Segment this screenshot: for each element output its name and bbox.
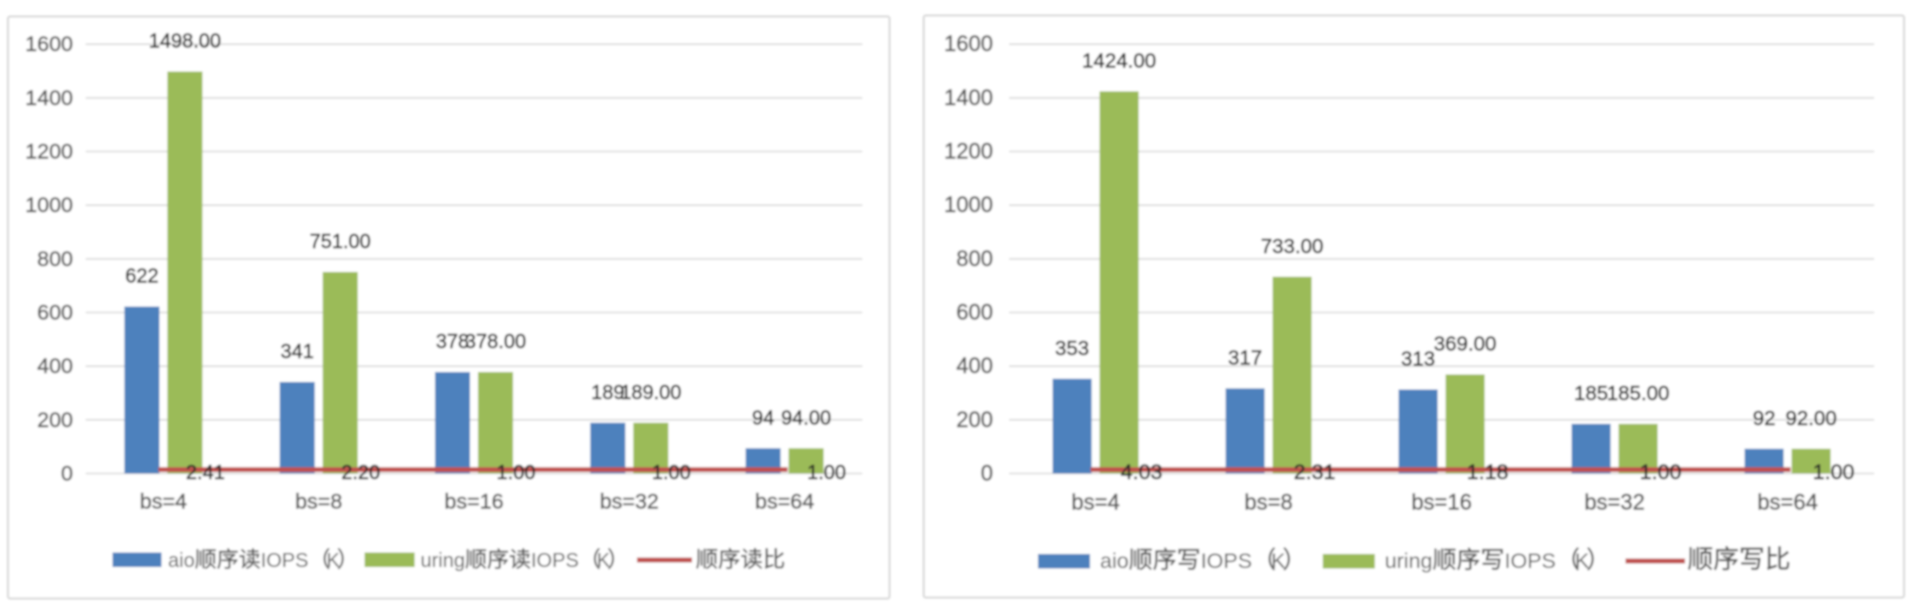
svg-text:378.00: 378.00 [465, 331, 526, 353]
svg-text:189.00: 189.00 [620, 382, 681, 404]
svg-text:uring: uring [421, 550, 465, 572]
svg-text:aio: aio [168, 550, 195, 572]
svg-text:1400: 1400 [25, 86, 73, 110]
svg-text:1.00: 1.00 [497, 462, 536, 484]
svg-text:IOPS: IOPS [1505, 549, 1556, 573]
svg-text:2.31: 2.31 [1294, 460, 1336, 484]
svg-text:1000: 1000 [25, 193, 73, 217]
svg-text:1600: 1600 [25, 32, 73, 56]
svg-text:bs=32: bs=32 [1584, 490, 1645, 515]
svg-text:2.41: 2.41 [186, 462, 225, 484]
svg-text:800: 800 [956, 246, 993, 271]
svg-text:185: 185 [1574, 382, 1608, 405]
svg-text:1.18: 1.18 [1467, 460, 1509, 484]
svg-text:313: 313 [1401, 348, 1435, 371]
svg-text:IOPS: IOPS [531, 550, 579, 572]
svg-text:1.00: 1.00 [807, 462, 846, 484]
svg-text:4.03: 4.03 [1121, 460, 1163, 484]
svg-text:94.00: 94.00 [781, 407, 831, 429]
svg-text:bs=4: bs=4 [1071, 490, 1119, 515]
svg-text:800: 800 [37, 247, 73, 271]
svg-text:400: 400 [956, 353, 993, 378]
svg-text:1424.00: 1424.00 [1082, 49, 1156, 72]
svg-text:2.20: 2.20 [341, 462, 380, 484]
svg-text:200: 200 [956, 407, 993, 432]
svg-text:400: 400 [37, 354, 73, 378]
svg-text:369.00: 369.00 [1434, 333, 1497, 356]
svg-text:K: K [597, 550, 611, 572]
svg-text:1200: 1200 [944, 139, 993, 164]
svg-text:bs=4: bs=4 [140, 490, 187, 514]
svg-text:733.00: 733.00 [1261, 235, 1324, 258]
svg-text:378: 378 [436, 331, 469, 353]
svg-text:94: 94 [752, 407, 774, 429]
svg-text:IOPS: IOPS [261, 550, 309, 572]
svg-text:92.00: 92.00 [1785, 407, 1836, 430]
svg-text:341: 341 [281, 341, 314, 363]
svg-text:0: 0 [61, 462, 73, 486]
svg-text:IOPS: IOPS [1201, 549, 1252, 573]
svg-text:bs=16: bs=16 [1411, 490, 1472, 515]
svg-text:uring: uring [1385, 549, 1433, 573]
svg-text:1200: 1200 [25, 140, 73, 164]
svg-text:189: 189 [591, 382, 624, 404]
svg-text:1000: 1000 [944, 192, 993, 217]
svg-text:1600: 1600 [944, 31, 993, 56]
svg-text:317: 317 [1228, 346, 1262, 369]
svg-text:751.00: 751.00 [310, 231, 371, 253]
svg-text:0: 0 [981, 461, 993, 486]
svg-text:aio: aio [1100, 549, 1129, 573]
svg-text:92: 92 [1753, 407, 1776, 430]
svg-text:600: 600 [956, 300, 993, 325]
svg-text:bs=32: bs=32 [600, 490, 659, 514]
svg-text:bs=64: bs=64 [755, 490, 814, 514]
svg-text:200: 200 [37, 408, 73, 432]
svg-text:K: K [1271, 549, 1286, 573]
svg-text:bs=8: bs=8 [295, 490, 342, 514]
svg-text:1.00: 1.00 [1640, 460, 1682, 484]
svg-text:1400: 1400 [944, 85, 993, 110]
svg-text:bs=8: bs=8 [1244, 490, 1292, 515]
svg-text:1498.00: 1498.00 [149, 31, 221, 53]
svg-text:1.00: 1.00 [652, 462, 691, 484]
svg-text:bs=64: bs=64 [1757, 490, 1818, 515]
svg-text:353: 353 [1055, 337, 1089, 360]
svg-text:622: 622 [125, 266, 158, 288]
svg-text:1.00: 1.00 [1813, 460, 1855, 484]
svg-text:K: K [1575, 549, 1590, 573]
svg-text:K: K [327, 550, 341, 572]
svg-text:185.00: 185.00 [1607, 382, 1670, 405]
svg-text:bs=16: bs=16 [444, 490, 503, 514]
svg-text:600: 600 [37, 301, 73, 325]
